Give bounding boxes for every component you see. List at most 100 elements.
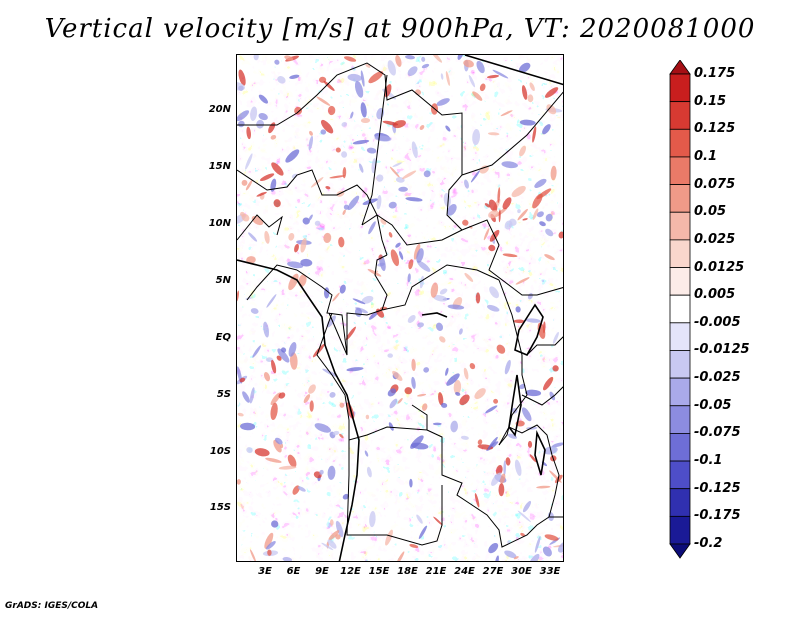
downward-velocity-patch (476, 60, 485, 74)
lon-tick-label: 24E (454, 566, 475, 577)
colorbar-bin (669, 543, 691, 559)
downward-velocity-patch (435, 322, 444, 331)
upward-velocity-patch (472, 91, 483, 101)
colorbar-tick-label: -0.075 (694, 425, 741, 441)
downward-velocity-patch (366, 466, 372, 478)
downward-velocity-patch (285, 149, 300, 163)
upward-velocity-patch (289, 352, 298, 370)
upward-velocity-patch (422, 403, 428, 411)
downward-velocity-patch (341, 151, 348, 158)
colorbar-tick-label: -0.175 (694, 508, 741, 524)
upward-velocity-patch (309, 400, 314, 412)
downward-velocity-patch (341, 122, 347, 127)
downward-velocity-patch (417, 260, 431, 272)
downward-velocity-patch (411, 141, 418, 159)
downward-velocity-patch (528, 553, 540, 561)
downward-velocity-patch (436, 98, 450, 106)
upward-velocity-patch (323, 232, 332, 243)
upward-velocity-patch (237, 412, 244, 417)
colorbar-bin (669, 405, 691, 434)
upward-velocity-patch (263, 371, 271, 382)
upward-velocity-patch (259, 173, 275, 182)
upward-velocity-patch (544, 254, 555, 261)
downward-velocity-patch (256, 119, 265, 129)
upward-velocity-patch (479, 165, 489, 174)
downward-velocity-patch (446, 373, 460, 386)
upward-velocity-patch (239, 377, 246, 383)
upward-velocity-patch (396, 551, 405, 561)
upward-velocity-patch (309, 130, 313, 136)
upward-velocity-patch (558, 231, 563, 239)
lat-tick-label: 15N (208, 161, 231, 172)
downward-velocity-patch (277, 76, 286, 84)
upward-velocity-patch (417, 393, 427, 397)
coastline (237, 55, 563, 561)
downward-velocity-patch (263, 321, 270, 338)
downward-velocity-patch (557, 541, 563, 553)
upward-velocity-patch (496, 344, 506, 354)
lat-tick-label: EQ (215, 332, 231, 343)
upward-velocity-patch (453, 380, 462, 395)
downward-velocity-patch (542, 124, 551, 135)
downward-velocity-patch (347, 73, 362, 82)
downward-velocity-patch (492, 69, 509, 79)
downward-velocity-patch (281, 347, 287, 353)
colorbar (669, 60, 691, 559)
downward-velocity-patch (352, 298, 366, 305)
lat-tick-label: 10S (209, 446, 231, 457)
colorbar-tick-label: -0.1 (694, 453, 723, 469)
upward-velocity-patch (402, 170, 417, 180)
upward-velocity-patch (487, 132, 500, 136)
upward-velocity-patch (520, 532, 525, 537)
upward-velocity-patch (240, 211, 245, 217)
downward-velocity-patch (447, 304, 465, 310)
downward-velocity-patch (398, 251, 404, 260)
upward-velocity-patch (246, 256, 256, 264)
lat-tick-label: 15S (209, 502, 231, 513)
colorbar-bin (669, 350, 691, 379)
downward-velocity-patch (360, 102, 367, 118)
downward-velocity-patch (416, 514, 423, 524)
upward-velocity-patch (543, 376, 554, 391)
downward-velocity-patch (395, 242, 401, 248)
downward-velocity-patch (521, 407, 532, 422)
downward-velocity-patch (258, 94, 268, 104)
upward-velocity-patch (270, 392, 281, 406)
upward-velocity-patch (529, 82, 535, 92)
upward-velocity-patch (237, 479, 241, 485)
upward-velocity-patch (280, 443, 284, 449)
velocity-shading (237, 55, 563, 561)
downward-velocity-patch (237, 120, 245, 128)
grads-credit: GrADS: IGES/COLA (5, 601, 99, 611)
upward-velocity-patch (486, 74, 500, 79)
upward-velocity-patch (459, 394, 470, 406)
downward-velocity-patch (441, 402, 448, 408)
upward-velocity-patch (392, 120, 406, 129)
downward-velocity-patch (388, 422, 394, 431)
colorbar-bin (669, 377, 691, 407)
upward-velocity-patch (265, 457, 282, 463)
downward-velocity-patch (507, 433, 518, 439)
downward-velocity-patch (398, 186, 408, 192)
downward-velocity-patch (326, 315, 336, 328)
downward-velocity-patch (252, 345, 262, 358)
downward-velocity-patch (392, 162, 402, 168)
upward-velocity-patch (513, 319, 525, 324)
downward-velocity-patch (445, 125, 451, 132)
downward-velocity-patch (387, 388, 397, 397)
downward-velocity-patch (250, 308, 259, 314)
lat-tick-label: 20N (208, 104, 231, 115)
downward-velocity-patch (455, 391, 461, 396)
lon-tick-label: 21E (425, 566, 447, 577)
upward-velocity-patch (390, 249, 400, 267)
colorbar-tick-label: 0.175 (694, 66, 736, 81)
colorbar-tick-label: 0.025 (694, 231, 736, 247)
downward-velocity-patch (308, 214, 313, 222)
upward-velocity-patch (483, 228, 490, 241)
upward-velocity-patch (323, 80, 335, 91)
colorbar-bin (669, 322, 691, 351)
downward-velocity-patch (450, 420, 459, 433)
downward-velocity-patch (423, 170, 431, 178)
upward-velocity-patch (419, 125, 425, 130)
upward-velocity-patch (342, 209, 346, 215)
